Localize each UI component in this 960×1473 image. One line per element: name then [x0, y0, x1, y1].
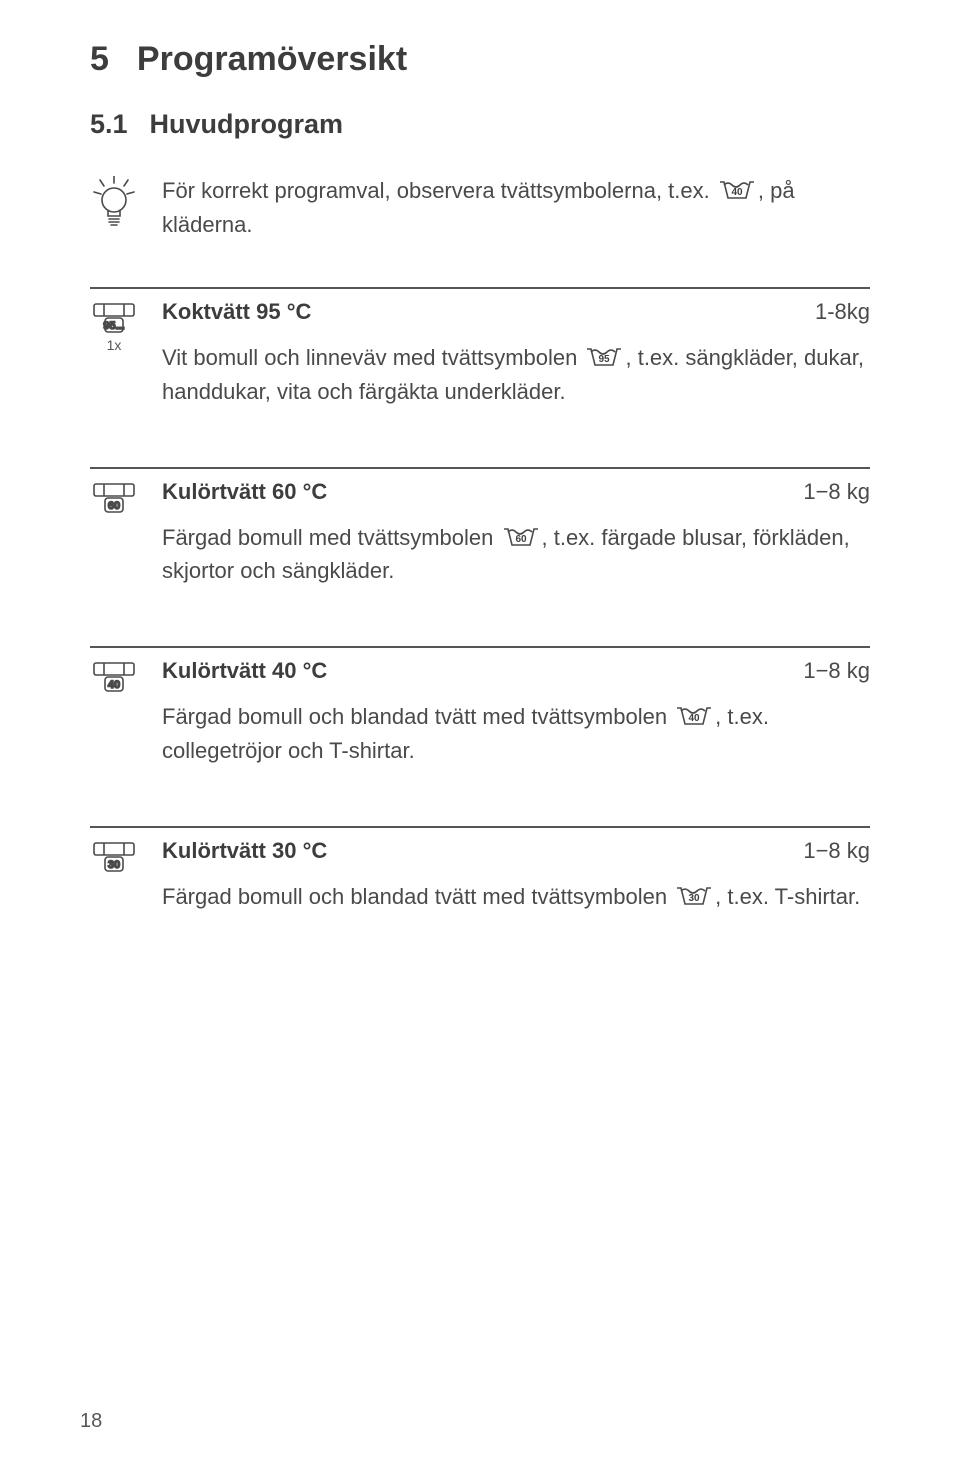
svg-text:60: 60 — [108, 500, 120, 512]
program-title: Kulörtvätt 30 °C — [162, 838, 327, 864]
program-dial: 95... 1x — [90, 299, 138, 353]
program-dial: 30 — [90, 838, 138, 872]
section-rule — [90, 287, 870, 289]
desc-before: Färgad bomull och blandad tvätt med tvät… — [162, 704, 673, 729]
dial-icon: 40 — [91, 660, 137, 692]
intro-text-before: För korrekt programval, observera tvätts… — [162, 178, 716, 203]
program-capacity: 1−8 kg — [803, 479, 870, 505]
program-title: Kulörtvätt 40 °C — [162, 658, 327, 684]
heading-1-number: 5 — [90, 40, 109, 79]
dial-icon: 30 — [91, 840, 137, 872]
wash-symbol-icon: 40 — [675, 704, 713, 736]
section-body: Kulörtvätt 60 °C 1−8 kg Färgad bomull me… — [162, 479, 870, 586]
program-capacity: 1−8 kg — [803, 838, 870, 864]
section-rule — [90, 826, 870, 828]
wash-symbol-icon: 60 — [502, 525, 540, 557]
section-body: Kulörtvätt 30 °C 1−8 kg Färgad bomull oc… — [162, 838, 870, 916]
program-description: Färgad bomull med tvättsymbolen 60, t.ex… — [162, 523, 870, 586]
desc-before: Färgad bomull med tvättsymbolen — [162, 525, 500, 550]
section-row: 30 Kulörtvätt 30 °C 1−8 kg Färgad bomull… — [90, 838, 870, 916]
svg-text:95...: 95... — [103, 320, 124, 332]
program-title: Koktvätt 95 °C — [162, 299, 311, 325]
program-description: Färgad bomull och blandad tvätt med tvät… — [162, 882, 870, 916]
section-rule — [90, 467, 870, 469]
section-title-row: Kulörtvätt 40 °C 1−8 kg — [162, 658, 870, 684]
program-section: 40 Kulörtvätt 40 °C 1−8 kg Färgad bomull… — [90, 646, 870, 765]
section-rule — [90, 646, 870, 648]
desc-before: Vit bomull och linneväv med tvättsymbole… — [162, 345, 583, 370]
program-section: 30 Kulörtvätt 30 °C 1−8 kg Färgad bomull… — [90, 826, 870, 916]
sections-container: 95... 1x Koktvätt 95 °C 1-8kg Vit bomull… — [90, 287, 870, 915]
heading-2: 5.1 Huvudprogram — [90, 109, 870, 140]
program-dial: 60 — [90, 479, 138, 513]
heading-1-title: Programöversikt — [137, 40, 407, 79]
wash-symbol-icon: 30 — [675, 884, 713, 916]
program-description: Vit bomull och linneväv med tvättsymbole… — [162, 343, 870, 406]
section-title-row: Kulörtvätt 30 °C 1−8 kg — [162, 838, 870, 864]
page-number: 18 — [80, 1410, 102, 1433]
svg-text:30: 30 — [689, 893, 701, 904]
section-row: 40 Kulörtvätt 40 °C 1−8 kg Färgad bomull… — [90, 658, 870, 765]
program-dial: 40 — [90, 658, 138, 692]
heading-1: 5 Programöversikt — [90, 40, 870, 79]
intro-text: För korrekt programval, observera tvätts… — [162, 176, 870, 239]
section-title-row: Koktvätt 95 °C 1-8kg — [162, 299, 870, 325]
svg-text:60: 60 — [515, 534, 527, 545]
wash-symbol-icon: 95 — [585, 345, 623, 377]
program-description: Färgad bomull och blandad tvätt med tvät… — [162, 702, 870, 765]
program-capacity: 1-8kg — [815, 299, 870, 325]
section-body: Koktvätt 95 °C 1-8kg Vit bomull och linn… — [162, 299, 870, 406]
section-row: 60 Kulörtvätt 60 °C 1−8 kg Färgad bomull… — [90, 479, 870, 586]
page: 5 Programöversikt 5.1 Huvudprogram — [0, 0, 960, 1473]
heading-2-title: Huvudprogram — [150, 109, 344, 140]
intro-note: För korrekt programval, observera tvätts… — [90, 176, 870, 239]
program-title: Kulörtvätt 60 °C — [162, 479, 327, 505]
svg-text:30: 30 — [108, 859, 120, 871]
lightbulb-icon — [90, 176, 138, 228]
dial-sublabel: 1x — [107, 337, 122, 353]
svg-text:40: 40 — [731, 187, 743, 198]
svg-text:40: 40 — [108, 679, 120, 691]
svg-text:95: 95 — [599, 354, 611, 365]
svg-text:40: 40 — [689, 713, 701, 724]
dial-icon: 60 — [91, 481, 137, 513]
section-body: Kulörtvätt 40 °C 1−8 kg Färgad bomull oc… — [162, 658, 870, 765]
program-section: 95... 1x Koktvätt 95 °C 1-8kg Vit bomull… — [90, 287, 870, 406]
desc-after: , t.ex. T-shirtar. — [715, 884, 860, 909]
section-row: 95... 1x Koktvätt 95 °C 1-8kg Vit bomull… — [90, 299, 870, 406]
section-title-row: Kulörtvätt 60 °C 1−8 kg — [162, 479, 870, 505]
desc-before: Färgad bomull och blandad tvätt med tvät… — [162, 884, 673, 909]
heading-2-number: 5.1 — [90, 109, 128, 140]
program-capacity: 1−8 kg — [803, 658, 870, 684]
program-section: 60 Kulörtvätt 60 °C 1−8 kg Färgad bomull… — [90, 467, 870, 586]
wash-symbol-icon: 40 — [718, 178, 756, 210]
dial-icon: 95... — [91, 301, 137, 333]
